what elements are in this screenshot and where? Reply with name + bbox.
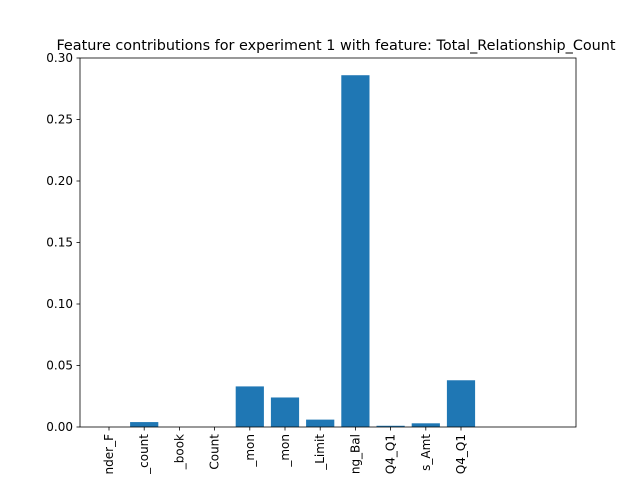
x-tick-label-9: s_Amt: [419, 434, 433, 471]
x-tick-label-5: _mon: [278, 434, 292, 468]
y-tick-label-4: 0.20: [46, 174, 73, 188]
x-tick-label-10: Q4_Q1: [454, 434, 468, 474]
x-tick-label-0: nder_F: [102, 434, 116, 475]
bar-6: [306, 419, 335, 427]
x-tick-label-1: _count: [137, 434, 151, 475]
x-tick-label-6: _Limit: [313, 434, 327, 471]
bar-9: [411, 423, 440, 427]
plot-area-frame: [79, 57, 577, 428]
y-tick-label-5: 0.25: [46, 113, 73, 127]
y-tick-label-6: 0.30: [46, 51, 73, 65]
x-axis-ticks: nder_F _count _book Count _mon _mon _Limit ng_B…: [102, 427, 468, 475]
bars-group: [130, 75, 476, 427]
bar-8: [376, 425, 405, 427]
y-tick-label-0: 0.00: [46, 420, 73, 434]
x-tick-label-8: Q4_Q1: [384, 434, 398, 474]
bar-5: [270, 397, 300, 427]
bar-4: [235, 386, 264, 427]
x-tick-label-3: Count: [208, 434, 222, 470]
y-axis-ticks: 0.00 0.05 0.10 0.15 0.20 0.25 0.30: [46, 51, 80, 434]
bar-7: [341, 75, 370, 427]
x-tick-label-4: _mon: [243, 434, 257, 468]
x-tick-label-7: ng_Bal: [348, 434, 362, 474]
y-tick-label-1: 0.05: [46, 359, 73, 373]
y-tick-label-2: 0.10: [46, 297, 73, 311]
bar-10: [446, 380, 476, 427]
bar-1: [130, 422, 159, 427]
chart-title: Feature contributions for experiment 1 w…: [56, 38, 615, 54]
y-tick-label-3: 0.15: [46, 236, 73, 250]
x-tick-label-2: _book: [172, 434, 186, 470]
